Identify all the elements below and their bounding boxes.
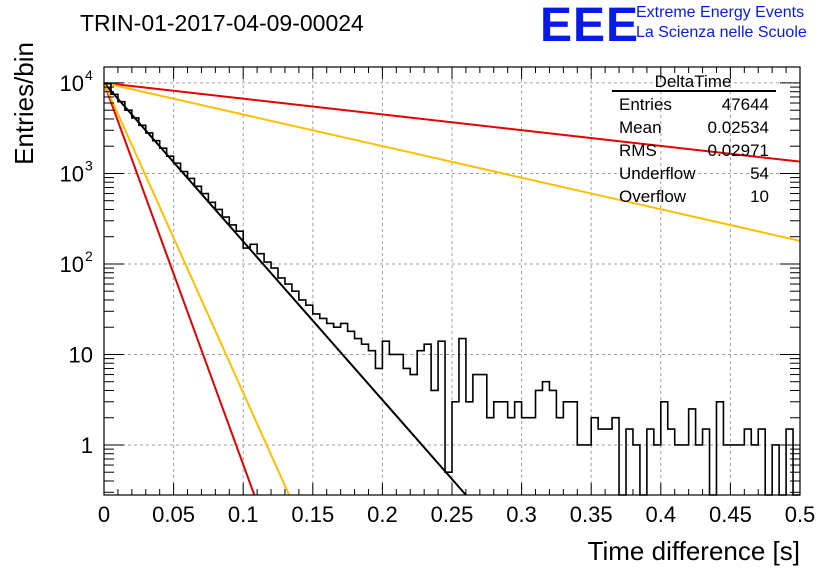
x-tick-label: 0.35	[570, 502, 613, 527]
chart-title: TRIN-01-2017-04-09-00024	[80, 10, 364, 36]
stats-row-label: RMS	[619, 141, 657, 160]
x-tick-label: 0.45	[709, 502, 752, 527]
stats-row-value: 0.02971	[708, 141, 769, 160]
x-tick-label: 0.3	[506, 502, 537, 527]
x-tick-label: 0.25	[431, 502, 474, 527]
y-tick-label: 10	[60, 71, 84, 96]
y-tick-label: 1	[81, 433, 93, 458]
stats-row-label: Overflow	[619, 187, 687, 206]
y-axis-label: Entries/bin	[9, 42, 39, 165]
x-tick-label: 0.5	[785, 502, 816, 527]
histogram-steps	[104, 82, 800, 496]
x-tick-label: 0.4	[646, 502, 677, 527]
x-tick-label: 0.05	[152, 502, 195, 527]
fit-line-5	[103, 82, 291, 496]
stats-row-label: Mean	[619, 118, 662, 137]
stats-row-label: Underflow	[619, 164, 696, 183]
x-tick-label: 0.2	[367, 502, 398, 527]
eee-logo: EEE	[540, 0, 640, 52]
stats-row-value: 10	[750, 187, 769, 206]
stats-row-value: 54	[750, 164, 769, 183]
x-tick-label: 0	[98, 502, 110, 527]
stats-box: DeltaTime Entries 47644 Mean 0.02534 RMS 0.029…	[612, 72, 776, 206]
logo-line-2: La Scienza nelle Scuole	[636, 24, 807, 41]
stats-row-value: 0.02534	[708, 118, 769, 137]
stats-row-label: Entries	[619, 95, 672, 114]
y-tick-label: 10	[60, 252, 84, 277]
fit-line-3	[103, 81, 801, 242]
fit-line-2	[103, 81, 801, 163]
histogram	[104, 82, 800, 496]
fit-lines	[103, 81, 801, 496]
y-tick-label: 10	[60, 161, 84, 186]
stats-row-value: 47644	[722, 95, 769, 114]
y-tick-label: 10	[69, 342, 93, 367]
fit-line-1	[103, 82, 467, 496]
x-axis-ticks: 0 0.05 0.1 0.15 0.2 0.25 0.3 0.35 0.4 0.45 0.5	[98, 67, 815, 527]
stats-box-title: DeltaTime	[655, 72, 732, 91]
fit-line-4	[103, 82, 256, 496]
x-tick-label: 0.15	[291, 502, 334, 527]
x-tick-label: 0.1	[228, 502, 259, 527]
y-tick-exponent: 3	[85, 157, 93, 173]
y-tick-exponent: 2	[85, 248, 93, 264]
logo-line-1: Extreme Energy Events	[636, 4, 805, 21]
x-axis-label: Time difference [s]	[588, 536, 800, 566]
y-tick-exponent: 4	[85, 67, 93, 83]
